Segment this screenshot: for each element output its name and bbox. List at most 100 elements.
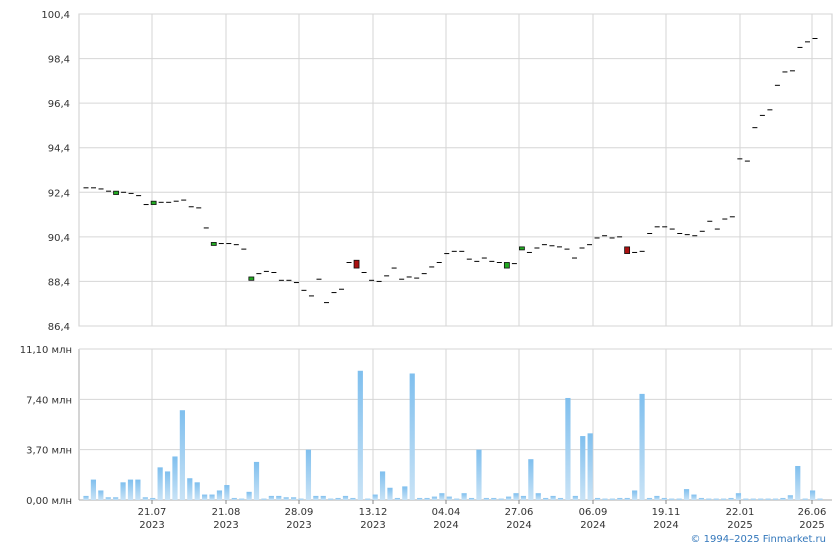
volume-bar bbox=[624, 497, 630, 500]
x-tick-label-year: 2024 bbox=[506, 520, 531, 531]
volume-bar bbox=[520, 495, 527, 500]
volume-bar bbox=[795, 465, 801, 500]
volume-bar bbox=[787, 495, 793, 500]
volume-bar bbox=[98, 490, 104, 500]
volume-bar bbox=[120, 482, 126, 500]
volume-bar bbox=[772, 498, 779, 500]
x-tick-label-year: 2023 bbox=[286, 520, 311, 531]
volume-bar bbox=[809, 490, 816, 500]
x-tick-label-year: 2023 bbox=[139, 520, 164, 531]
volume-bar bbox=[543, 497, 549, 500]
volume-bar bbox=[194, 482, 200, 500]
volume-bar bbox=[632, 490, 638, 500]
volume-bar bbox=[261, 498, 267, 500]
volume-bar bbox=[513, 493, 519, 500]
x-tick-label-year: 2024 bbox=[433, 520, 458, 531]
volume-bar bbox=[454, 498, 460, 500]
volume-bar bbox=[439, 493, 445, 500]
date-x-axis: 21.07 2023 21.08 2023 28.09 2023 13.12 2023 04.0… bbox=[138, 500, 827, 531]
price-plot-frame bbox=[78, 13, 833, 327]
volume-bar bbox=[365, 498, 371, 500]
volume-bar bbox=[253, 461, 260, 500]
volume-bar bbox=[224, 485, 230, 500]
volume-bar bbox=[328, 498, 334, 500]
volume-bar bbox=[713, 498, 719, 500]
volume-bar bbox=[409, 373, 415, 500]
volume-bar bbox=[758, 498, 764, 500]
x-tick-label-date: 06.09 bbox=[579, 507, 608, 518]
price-y-tick-label: 88,4 bbox=[48, 277, 70, 288]
price-candle bbox=[150, 200, 157, 205]
volume-bar bbox=[817, 498, 823, 500]
x-tick-label-date: 22.01 bbox=[726, 507, 755, 518]
price-y-tick-label: 92,4 bbox=[48, 188, 70, 199]
x-tick-label-date: 21.08 bbox=[212, 507, 241, 518]
price-panel: 100,4 98,4 96,4 94,4 92,4 90,4 88,4 86,4 bbox=[41, 10, 833, 333]
volume-bar bbox=[387, 487, 393, 500]
volume-bar bbox=[557, 497, 564, 500]
volume-bar bbox=[468, 497, 475, 500]
volume-bar bbox=[476, 449, 482, 500]
volume-bars bbox=[83, 370, 823, 500]
volume-bar bbox=[246, 491, 252, 500]
volume-bar bbox=[135, 479, 141, 500]
volume-bar bbox=[609, 498, 616, 500]
volume-bar bbox=[305, 449, 312, 500]
volume-bar bbox=[83, 495, 89, 500]
x-tick-label-year: 2024 bbox=[653, 520, 678, 531]
x-tick-label-year: 2023 bbox=[213, 520, 238, 531]
volume-bar bbox=[372, 494, 378, 500]
volume-y-tick-label: 3,70 млн bbox=[26, 446, 72, 457]
volume-bar bbox=[669, 498, 675, 500]
volume-bar bbox=[587, 433, 593, 500]
x-tick-label-year: 2023 bbox=[360, 520, 385, 531]
volume-bar bbox=[290, 497, 297, 500]
volume-bar bbox=[402, 486, 408, 500]
volume-bar bbox=[572, 495, 578, 500]
x-tick-label-year: 2024 bbox=[580, 520, 605, 531]
volume-bar bbox=[802, 498, 808, 500]
price-y-tick-label: 96,4 bbox=[48, 99, 70, 110]
price-candle bbox=[210, 242, 217, 246]
volume-bar bbox=[580, 436, 586, 500]
volume-bar bbox=[743, 498, 749, 500]
volume-bar bbox=[617, 497, 623, 500]
copyright-link[interactable]: © 1994–2025 Finmarket.ru bbox=[690, 534, 826, 545]
volume-bar bbox=[750, 498, 756, 500]
volume-bar bbox=[127, 479, 134, 500]
x-tick-label-date: 26.06 bbox=[798, 507, 827, 518]
volume-bar bbox=[313, 495, 319, 500]
x-tick-label-date: 28.09 bbox=[285, 507, 314, 518]
volume-bar bbox=[90, 479, 97, 500]
volume-bar bbox=[394, 497, 400, 500]
volume-bar bbox=[202, 494, 208, 500]
x-tick-label-year: 2025 bbox=[799, 520, 824, 531]
price-y-tick-label: 86,4 bbox=[48, 322, 70, 333]
price-y-tick-label: 90,4 bbox=[48, 233, 70, 244]
price-gridlines bbox=[78, 13, 833, 327]
volume-bar bbox=[216, 490, 223, 500]
volume-bar bbox=[483, 497, 489, 500]
x-tick-label-year: 2025 bbox=[727, 520, 752, 531]
volume-bar bbox=[268, 495, 274, 500]
volume-bar bbox=[417, 497, 423, 500]
price-candle bbox=[248, 276, 255, 281]
volume-bar bbox=[172, 456, 178, 500]
volume-panel: 11,10 млн 7,40 млн 3,70 млн 0,00 млн bbox=[20, 345, 832, 507]
volume-y-tick-label: 7,40 млн bbox=[26, 395, 72, 406]
price-y-tick-label: 100,4 bbox=[41, 10, 70, 21]
price-candle bbox=[624, 246, 631, 254]
volume-bar bbox=[105, 497, 111, 500]
volume-bar bbox=[150, 497, 156, 500]
volume-bar bbox=[209, 494, 215, 500]
volume-bar bbox=[283, 497, 289, 500]
volume-bar bbox=[424, 497, 430, 500]
volume-bar bbox=[698, 497, 704, 500]
volume-bar bbox=[691, 494, 697, 500]
volume-bar bbox=[357, 370, 363, 500]
x-tick-label-date: 04.04 bbox=[432, 507, 461, 518]
volume-bar bbox=[565, 397, 571, 500]
volume-bar bbox=[639, 393, 645, 500]
volume-bar bbox=[491, 497, 497, 500]
volume-bar bbox=[231, 497, 237, 500]
